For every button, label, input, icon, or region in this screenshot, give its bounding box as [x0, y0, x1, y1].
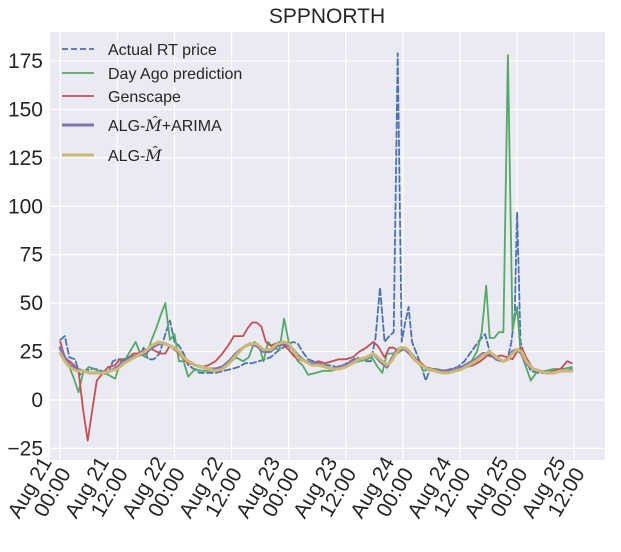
legend: Actual RT price Day Ago prediction Genscap…	[62, 42, 242, 165]
x-tick-label: Aug 2512:00	[517, 453, 589, 533]
legend-label: ALG-M̂+ARIMA	[108, 116, 222, 135]
y-tick-label: 100	[8, 195, 43, 218]
y-tick-label: 25	[20, 341, 43, 364]
y-tick-label: 75	[20, 244, 43, 267]
x-tick-label: Aug 2200:00	[118, 453, 190, 533]
y-tick-label: 175	[8, 50, 43, 73]
x-tick-label: Aug 2112:00	[61, 453, 133, 533]
legend-label: Actual RT price	[108, 42, 217, 59]
x-tick-label: Aug 2312:00	[289, 453, 361, 533]
x-tick-label: Aug 2100:00	[4, 453, 76, 533]
y-tick-label: 125	[8, 147, 43, 170]
series-line-2	[59, 321, 573, 442]
legend-label: Genscape	[108, 89, 181, 106]
legend-label: Day Ago prediction	[108, 66, 242, 83]
y-tick-label: 0	[31, 389, 43, 412]
series-line-4	[58, 340, 574, 375]
plot-area	[50, 32, 605, 460]
chart-title: SPPNORTH	[269, 5, 385, 28]
legend-label: ALG-M̂	[108, 146, 162, 165]
y-axis: −25 0 25 50 75 100 125 150 175	[7, 50, 43, 460]
x-tick-label: Aug 2500:00	[460, 453, 532, 533]
series-layer	[58, 52, 574, 442]
x-tick-label: Aug 2412:00	[403, 453, 475, 533]
x-tick-label: Aug 2400:00	[346, 453, 418, 533]
y-tick-label: −25	[7, 437, 43, 460]
y-tick-label: 50	[20, 292, 43, 315]
x-tick-label: Aug 2212:00	[175, 453, 247, 533]
y-tick-label: 150	[8, 98, 43, 121]
x-tick-label: Aug 2300:00	[232, 453, 304, 533]
